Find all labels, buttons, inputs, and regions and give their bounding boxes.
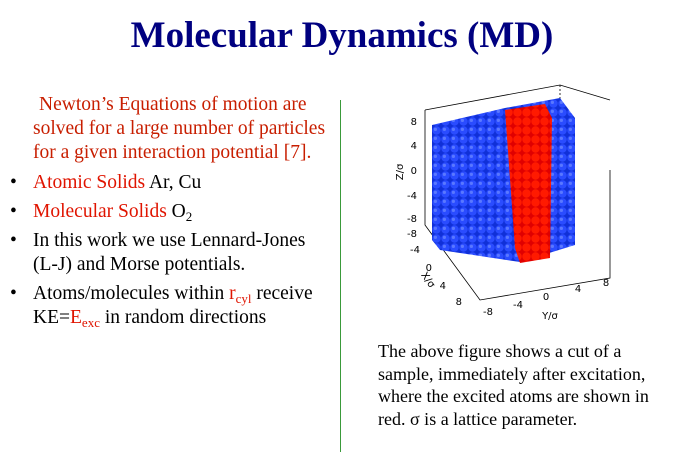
tick-label: 0 (411, 166, 417, 177)
divider (340, 100, 341, 452)
tick-label: -8 (407, 214, 417, 225)
atoms-blue (432, 98, 575, 262)
text: Molecular Solids (33, 201, 167, 222)
subscript: 2 (185, 209, 193, 224)
bullet: Molecular Solids O2 (10, 200, 330, 224)
axis-label: Y/σ (541, 311, 558, 322)
tick-label: -4 (407, 191, 417, 202)
text: receive KE= (33, 283, 313, 328)
tick-label: 4 (575, 284, 581, 295)
figure-caption: The above figure shows a cut of a sample… (378, 341, 649, 429)
tick-label: 4 (440, 281, 446, 292)
bullet-list: Atomic Solids Ar, Cu Molecular Solids O2… (10, 171, 330, 330)
tick-label: 8 (456, 297, 462, 308)
tick-label: 4 (411, 141, 417, 152)
text: Ar, Cu (145, 172, 202, 193)
text: O (166, 201, 186, 222)
intro-text: Newton’s Equations of motion are solved … (33, 94, 326, 163)
tick-label: 0 (426, 263, 432, 274)
text: E (70, 307, 82, 328)
axis-label: Z/σ (395, 163, 406, 180)
text: In this work we use Lennard-Jones (L-J) … (33, 230, 306, 275)
bullet: Atomic Solids Ar, Cu (10, 171, 330, 195)
subscript: exc (81, 315, 100, 330)
tick-label: -8 (407, 229, 417, 240)
text: Atomic Solids (33, 172, 146, 193)
tick-label: 0 (543, 292, 549, 303)
tick-label: 8 (603, 278, 609, 289)
slide-title: Molecular Dynamics (MD) (130, 15, 554, 56)
atoms-red (505, 104, 552, 263)
subscript: cyl (235, 291, 252, 306)
tick-label: -8 (483, 307, 493, 318)
tick-label: 8 (411, 117, 417, 128)
text: r (229, 283, 236, 304)
bullet: Atoms/molecules within rcyl receive KE=E… (10, 282, 330, 330)
text-column: Newton’s Equations of motion are solved … (10, 93, 330, 335)
bullet: In this work we use Lennard-Jones (L-J) … (10, 229, 330, 277)
tick-label: -4 (410, 245, 420, 256)
text: Atoms/molecules within (33, 283, 230, 304)
text: in random directions (99, 307, 267, 328)
tick-label: -4 (513, 300, 523, 311)
axis-label: X/σ (418, 270, 437, 290)
